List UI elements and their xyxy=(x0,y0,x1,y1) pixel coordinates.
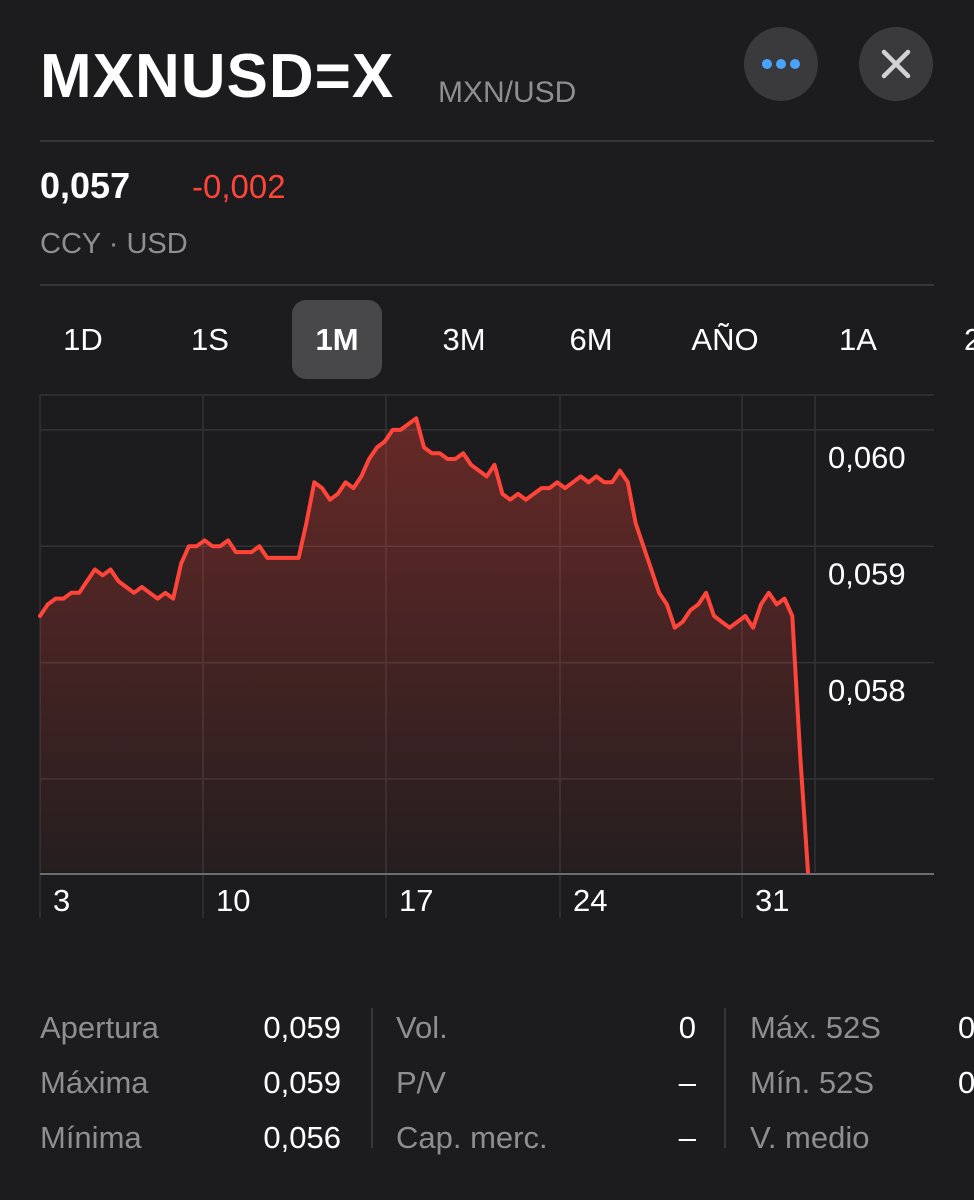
stat-label-market-cap: Cap. merc. xyxy=(396,1120,548,1155)
range-tabs: 1D 1S 1M 3M 6M AÑO 1A 2 xyxy=(0,300,974,380)
stat-label-open: Apertura xyxy=(40,1010,159,1045)
stat-value-open: 0,059 xyxy=(263,1010,341,1045)
tab-label: 1M xyxy=(315,321,359,357)
tab-label: 6M xyxy=(569,321,613,357)
tab-label: 1S xyxy=(191,321,229,357)
header-divider xyxy=(40,140,934,142)
stat-value-52w-low: 0 xyxy=(958,1065,974,1100)
stat-label-avg-volume: V. medio xyxy=(750,1120,870,1155)
close-icon xyxy=(881,49,911,79)
y-tick-label: 0,058 xyxy=(828,673,906,708)
stat-label-pe: P/V xyxy=(396,1065,446,1100)
close-button[interactable] xyxy=(859,27,933,101)
ellipsis-icon xyxy=(762,59,800,69)
stat-label-volume: Vol. xyxy=(396,1010,448,1045)
stat-value-high: 0,059 xyxy=(263,1065,341,1100)
tab-6m[interactable]: 6M xyxy=(546,300,636,379)
y-tick-label: 0,059 xyxy=(828,557,906,592)
tab-ytd[interactable]: AÑO xyxy=(674,300,776,379)
price-change: -0,002 xyxy=(192,168,286,205)
stat-label-52w-high: Máx. 52S xyxy=(750,1010,881,1045)
current-price: 0,057 xyxy=(40,165,131,206)
x-tick-label: 3 xyxy=(53,883,70,918)
tab-label: 1A xyxy=(839,321,877,357)
stat-value-pe: – xyxy=(678,1065,696,1100)
stat-value-52w-high: 0 xyxy=(958,1010,974,1045)
tabs-divider xyxy=(40,284,934,286)
x-axis-labels: 3 10 17 24 31 xyxy=(53,883,789,918)
stat-label-low: Mínima xyxy=(40,1120,142,1155)
x-tick-label: 17 xyxy=(399,883,433,918)
chart-area-fill xyxy=(40,418,808,872)
stat-value-market-cap: – xyxy=(678,1120,696,1155)
tab-1a[interactable]: 1A xyxy=(814,300,902,379)
x-tick-label: 31 xyxy=(755,883,789,918)
tab-1d[interactable]: 1D xyxy=(40,300,126,379)
stat-value-low: 0,056 xyxy=(263,1120,341,1155)
stat-label-high: Máxima xyxy=(40,1065,149,1100)
x-tick-label: 10 xyxy=(216,883,250,918)
tab-3m[interactable]: 3M xyxy=(420,300,508,379)
tab-label: 1D xyxy=(63,321,103,357)
tab-label: 2 xyxy=(964,321,974,357)
tab-label: 3M xyxy=(442,321,486,357)
currency-pair: MXN/USD xyxy=(438,76,577,109)
x-tick-label: 24 xyxy=(573,883,607,918)
tab-2a[interactable]: 2 xyxy=(940,300,974,379)
tab-1m[interactable]: 1M xyxy=(292,300,382,379)
y-tick-label: 0,060 xyxy=(828,440,906,475)
stats-panel: Apertura 0,059 Máxima 0,059 Mínima 0,056… xyxy=(0,1000,974,1160)
tab-label: AÑO xyxy=(691,321,759,357)
tab-1s[interactable]: 1S xyxy=(167,300,253,379)
column-divider xyxy=(724,1008,726,1148)
chart-series-line xyxy=(38,416,810,874)
stat-value-volume: 0 xyxy=(678,1010,696,1045)
currency-info: CCY · USD xyxy=(40,228,188,260)
stat-label-52w-low: Mín. 52S xyxy=(750,1065,875,1100)
more-button[interactable] xyxy=(744,27,818,101)
ticker-symbol: MXNUSD=X xyxy=(40,42,395,111)
column-divider xyxy=(371,1008,373,1148)
